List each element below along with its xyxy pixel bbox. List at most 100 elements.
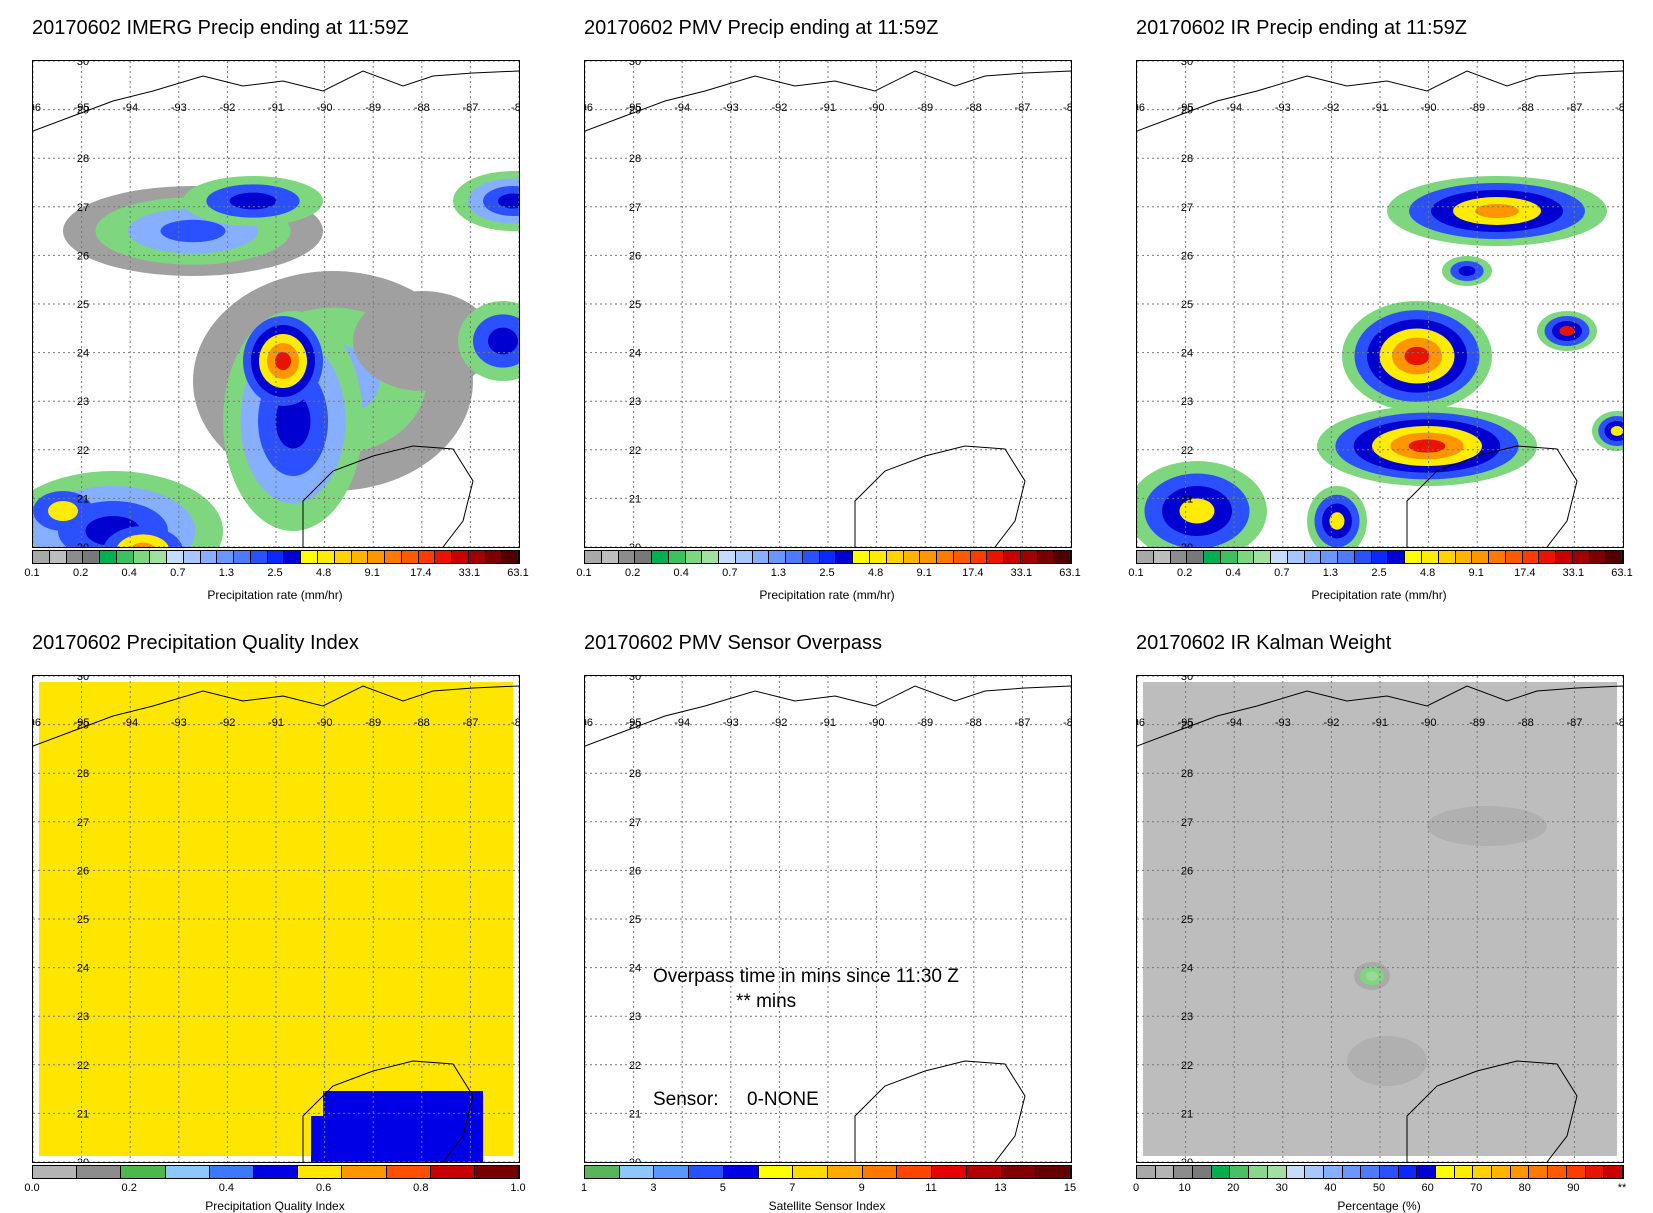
- precip-area: [275, 352, 291, 370]
- colorbar-swatch: [1388, 551, 1406, 563]
- y-tick-label: 25: [1181, 914, 1193, 926]
- colorbar-swatch: [1001, 1166, 1037, 1178]
- colorbar-ticks: 0.1 0.2 0.4 0.7 1.3 2.5 4.8 9.1 17.4 33.1 63.1: [24, 567, 528, 583]
- colorbar-swatch: [1321, 551, 1339, 563]
- y-tick-label: 28: [77, 768, 89, 780]
- x-tick-label: -93: [171, 102, 187, 114]
- y-tick-label: 20: [629, 542, 641, 547]
- panel-title: 20170602 Precipitation Quality Index: [32, 632, 359, 654]
- colorbar-tick-label: 13: [994, 1182, 1007, 1194]
- x-tick-label: -96: [33, 102, 41, 114]
- colorbar-swatch: [618, 551, 636, 563]
- map-pqi: -96 -95 -94 -93 -92 -91 -90 -89 -88 -87 -86 20 21 22 2…: [32, 675, 520, 1163]
- x-tick-label: -88: [966, 102, 982, 114]
- colorbar-tick-label: 0.2: [121, 1182, 137, 1194]
- y-tick-label: 29: [629, 105, 641, 117]
- colorbar-tick-label: 0.4: [673, 567, 689, 579]
- y-tick-label: 29: [629, 720, 641, 732]
- coastline: [585, 685, 1071, 747]
- x-tick-label: -90: [1421, 102, 1437, 114]
- colorbar-swatch: [1492, 1166, 1511, 1178]
- colorbar-swatch: [1436, 1166, 1455, 1178]
- colorbar-swatch: [200, 551, 218, 563]
- colorbar-tick-label: 0.2: [72, 567, 89, 579]
- colorbar-title: Precipitation Quality Index: [205, 1199, 345, 1213]
- colorbar-swatch: [485, 551, 503, 563]
- colorbar-swatch: [970, 551, 988, 563]
- precip-area: [1559, 326, 1575, 336]
- colorbar-swatch: [1455, 551, 1473, 563]
- precip-area: [1458, 266, 1476, 276]
- colorbar-swatch: [1254, 551, 1272, 563]
- x-tick-label: -96: [585, 717, 593, 729]
- colorbar-ticks: 1 3 5 7 9 11 13 15: [581, 1182, 1076, 1198]
- colorbar-swatch: [1438, 551, 1456, 563]
- map-svg: -96 -95 -94 -93 -92 -91 -90 -89 -88 -87 -86 20 21 22 2…: [33, 676, 519, 1162]
- x-tick-label: -93: [1275, 717, 1291, 729]
- colorbar-swatch: [1505, 551, 1523, 563]
- colorbar-swatch: [1529, 1166, 1549, 1178]
- colorbar-tick-label: 20: [1227, 1182, 1240, 1194]
- colorbar-swatch: [619, 1166, 655, 1178]
- colorbar-tick-label: 0.0: [24, 1182, 40, 1194]
- colorbar-tick-label: 60: [1421, 1182, 1434, 1194]
- coastline: [1406, 1060, 1578, 1162]
- overpass-mins-text: ** mins: [736, 991, 797, 1012]
- colorbar-swatch: [183, 551, 201, 563]
- x-tick-label: -94: [122, 717, 138, 729]
- y-tick-label: 21: [77, 1108, 89, 1120]
- x-tick-label: -95: [74, 717, 90, 729]
- colorbar-swatch: [1054, 551, 1072, 563]
- y-tick-label: 22: [77, 445, 89, 457]
- colorbar-swatch: [351, 551, 369, 563]
- colorbar-swatch: [987, 551, 1005, 563]
- colorbar-tick-label: 50: [1372, 1182, 1386, 1194]
- colorbar-swatch: [430, 1166, 475, 1178]
- x-tick-label: -89: [917, 717, 933, 729]
- coastline: [585, 70, 1071, 132]
- colorbar-swatch: [585, 551, 602, 563]
- colorbar-swatch: [635, 551, 653, 563]
- y-tick-label: 20: [77, 542, 89, 547]
- y-tick-label: 22: [1181, 1060, 1193, 1072]
- x-tick-label: -87: [1566, 717, 1582, 729]
- colorbar-swatch: [368, 551, 386, 563]
- colorbar-swatch: [1566, 1166, 1586, 1178]
- colorbar-tick-label: 4.8: [315, 567, 332, 579]
- colorbar-swatch: [1338, 551, 1355, 563]
- colorbar-swatch: [1204, 551, 1221, 563]
- colorbar-swatch: [1354, 551, 1372, 563]
- x-tick-label: -87: [1566, 102, 1582, 114]
- y-tick-label: 23: [1181, 396, 1193, 408]
- colorbar-tick-label: 9.1: [1468, 567, 1484, 579]
- y-tick-label: 21: [629, 493, 641, 505]
- y-tick-label: 26: [77, 865, 89, 877]
- precip-area: [1475, 204, 1519, 218]
- colorbar-swatch: [819, 551, 837, 563]
- y-tick-label: 20: [629, 1157, 641, 1162]
- y-tick-label: 28: [77, 153, 89, 165]
- y-tick-label: 27: [629, 202, 641, 214]
- y-tick-label: 27: [77, 202, 89, 214]
- x-tick-label: -86: [1063, 102, 1071, 114]
- y-tick-label: 29: [77, 105, 89, 117]
- x-tick-label: -94: [674, 717, 690, 729]
- y-tick-label: 23: [77, 1011, 89, 1023]
- y-tick-label: 27: [1181, 202, 1193, 214]
- x-tick-label: -96: [1137, 102, 1145, 114]
- kalman-field: [1366, 971, 1378, 981]
- x-tick-label: -90: [869, 717, 885, 729]
- map-svg: -96 -95 -94 -93 -92 -91 -90 -89 -88 -87 -86 20 21 22 2…: [585, 676, 1071, 1162]
- x-tick-label: -92: [1323, 717, 1339, 729]
- colorbar-tick-label: 17.4: [410, 567, 432, 579]
- colorbar-swatch: [150, 551, 168, 563]
- y-tick-label: 30: [77, 61, 89, 68]
- coastline: [33, 70, 519, 132]
- colorbar-tick-label: 33.1: [1010, 567, 1033, 579]
- x-tick-label: -94: [122, 102, 138, 114]
- colorbar-swatch: [836, 551, 854, 563]
- sensor-label: Sensor:: [653, 1089, 719, 1110]
- colorbar-swatch: [209, 1166, 254, 1178]
- y-tick-label: 25: [629, 299, 641, 311]
- colorbar-swatch: [1170, 551, 1188, 563]
